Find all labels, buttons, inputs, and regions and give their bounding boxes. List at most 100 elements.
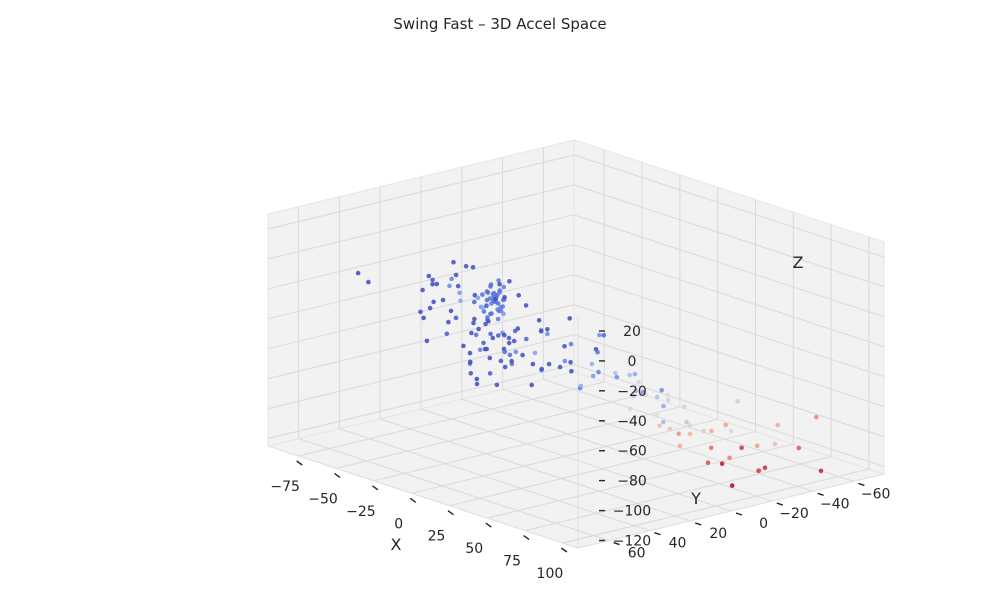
scatter-point xyxy=(601,332,607,338)
scatter-point xyxy=(628,406,633,412)
scatter-point xyxy=(469,330,474,336)
y-tick xyxy=(858,482,865,487)
scatter-point xyxy=(578,383,584,389)
scatter-point xyxy=(659,387,664,393)
scatter-point xyxy=(427,305,433,311)
scatter-point xyxy=(524,336,529,342)
grid-line-z xyxy=(267,304,575,380)
scatter-point xyxy=(701,428,706,434)
scatter-point xyxy=(455,283,461,289)
scatter-point xyxy=(484,303,489,308)
x-axis-label: X xyxy=(391,535,402,554)
z-tick-label: −100 xyxy=(613,504,651,520)
scatter-point xyxy=(481,309,487,314)
scatter-point xyxy=(489,311,494,316)
scatter-point xyxy=(597,332,602,338)
z-tick-label: −20 xyxy=(617,384,647,400)
scatter-point xyxy=(596,369,601,375)
x-tick-label: 75 xyxy=(503,554,521,570)
scatter-point xyxy=(477,347,483,353)
scatter-point xyxy=(633,388,639,394)
y-tick xyxy=(817,492,824,496)
x-tick-label: 50 xyxy=(465,541,483,557)
z-axis-label: Z xyxy=(793,253,804,272)
grid-line-z xyxy=(267,214,575,290)
scatter-point xyxy=(481,340,486,346)
scatter-point xyxy=(568,360,573,365)
scatter-point xyxy=(546,361,552,367)
scatter-point xyxy=(614,374,620,380)
grid-line-z xyxy=(267,244,575,320)
scatter-point xyxy=(631,393,636,399)
x-tick xyxy=(409,497,417,503)
z-tick-label: −40 xyxy=(617,414,647,430)
scatter-point xyxy=(418,309,423,315)
scatter-point xyxy=(495,301,501,306)
scatter-point xyxy=(754,443,760,449)
scatter-point xyxy=(589,361,595,367)
grid-lines xyxy=(267,147,885,544)
x-axis-line xyxy=(267,445,579,549)
scatter-point xyxy=(506,340,512,346)
scatter-point xyxy=(814,414,819,420)
z-tick-label: 20 xyxy=(623,324,641,340)
scatter-point xyxy=(461,343,466,349)
scatter-point xyxy=(532,350,538,356)
scatter-point xyxy=(484,346,490,352)
y-tick-label: 40 xyxy=(669,536,687,552)
y-tick-label: 20 xyxy=(709,526,727,542)
grid-line-z xyxy=(573,304,885,408)
axes-panes xyxy=(266,139,886,549)
y-tick-label: −40 xyxy=(820,496,850,512)
scatter-point xyxy=(595,349,600,355)
scatter-point xyxy=(539,366,544,372)
grid-line-z xyxy=(573,214,885,318)
y-tick xyxy=(613,541,620,546)
scatter-point xyxy=(366,279,371,285)
scatter-point xyxy=(424,338,430,344)
grid-line-z xyxy=(573,154,885,258)
scatter-point xyxy=(739,445,744,451)
grid-line-y xyxy=(543,378,854,482)
scatter-point xyxy=(735,398,740,404)
grid-line-y xyxy=(298,438,609,542)
grid-line-z xyxy=(573,334,885,438)
scatter-point xyxy=(447,283,452,289)
scatter-point xyxy=(681,404,687,410)
grid-line-z xyxy=(573,244,885,348)
y-tick xyxy=(654,532,661,536)
grid-line-y xyxy=(502,388,813,492)
scatter-point xyxy=(497,288,503,293)
scatter-point xyxy=(523,303,529,308)
scatter-point xyxy=(453,315,459,321)
scatter-point xyxy=(665,392,671,398)
scatter-point xyxy=(494,382,500,388)
tick-marks xyxy=(296,330,865,553)
scatter-point xyxy=(502,364,508,370)
scatter-point xyxy=(796,445,802,451)
scatter-point xyxy=(430,277,435,283)
y-axis-label: Y xyxy=(690,489,701,508)
scatter-point xyxy=(488,282,494,287)
z-tick-label: −120 xyxy=(613,534,651,550)
x-tick xyxy=(447,510,454,516)
scatter-point xyxy=(486,318,491,324)
scatter-point xyxy=(421,315,426,321)
scatter-point xyxy=(509,358,514,364)
x-tick xyxy=(371,485,379,491)
scatter-point xyxy=(515,326,521,331)
scatter-point xyxy=(727,455,732,461)
scatter-point xyxy=(818,468,824,474)
grid-line-y xyxy=(461,398,772,502)
scatter-point xyxy=(502,295,507,300)
y-tick-label: 60 xyxy=(628,546,646,562)
x-tick-label: −50 xyxy=(308,491,338,507)
scatter-point xyxy=(444,331,450,337)
scatter-point xyxy=(426,273,432,279)
scatter-point xyxy=(501,311,506,317)
y-tick xyxy=(776,502,784,506)
scatter-point xyxy=(487,371,493,376)
grid-line-z xyxy=(267,184,575,260)
scatter-point xyxy=(506,335,512,341)
scatter-point xyxy=(676,431,681,437)
